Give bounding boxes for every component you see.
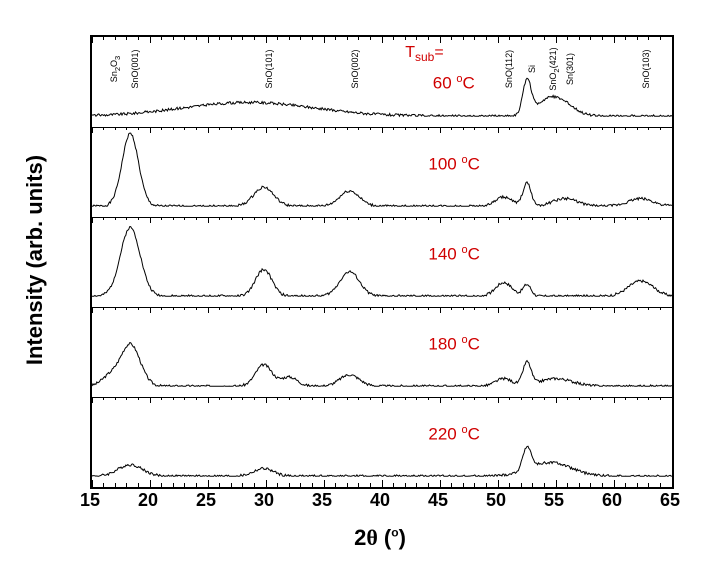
xtick-label: 60 [602, 490, 622, 511]
xtick-label: 15 [80, 490, 100, 511]
xlabel-theta: θ [366, 525, 377, 550]
xrd-curve [92, 217, 672, 307]
xtick-label: 50 [486, 490, 506, 511]
xrd-panel: 100 oC [92, 127, 672, 218]
temperature-label: 100 oC [428, 154, 480, 175]
peak-label: Sn2O3 [109, 56, 122, 82]
peak-label: SnO2(421) [548, 47, 561, 90]
xrd-curve [92, 397, 672, 487]
xlabel-2theta: 2 [354, 525, 366, 550]
temperature-label: 140 oC [428, 244, 480, 265]
xtick-label: 65 [660, 490, 680, 511]
peak-label: SnO(001) [130, 49, 140, 88]
plot-area: 60 oC Tsub= 100 oC 140 oC 180 oC 220 oC Sn2O3 S… [90, 35, 674, 489]
y-axis-label: Intensity (arb. units) [22, 155, 48, 365]
xtick-label: 30 [254, 490, 274, 511]
temperature-label: 180 oC [428, 334, 480, 355]
xtick-label: 40 [370, 490, 390, 511]
xrd-panel: 220 oC [92, 397, 672, 488]
xtick-label: 20 [138, 490, 158, 511]
xtick-label: 25 [196, 490, 216, 511]
xrd-curve [92, 307, 672, 397]
peak-label: SnO(103) [641, 49, 651, 88]
xrd-curve [92, 37, 672, 127]
tsub-label: Tsub= [405, 44, 443, 64]
peak-label: SnO(002) [350, 49, 360, 88]
xrd-panel: 60 oC Tsub= [92, 37, 672, 128]
peak-label: SnO(101) [264, 49, 274, 88]
xrd-panel: 140 oC [92, 217, 672, 308]
xrd-curve [92, 127, 672, 217]
xtick-label: 35 [312, 490, 332, 511]
peak-label: Sn(301) [565, 53, 575, 85]
peak-label: Si [527, 65, 537, 73]
xtick-label: 55 [544, 490, 564, 511]
xtick-label: 45 [428, 490, 448, 511]
temperature-label: 60 oC [433, 73, 475, 94]
figure-container: Intensity (arb. units) 2θ (o) 60 oC Tsub=… [0, 0, 720, 561]
xlabel-unit: (o) [384, 525, 406, 550]
xrd-panel: 180 oC [92, 307, 672, 398]
x-axis-label: 2θ (o) [354, 525, 406, 551]
peak-label: SnO(112) [504, 50, 514, 88]
temperature-label: 220 oC [428, 424, 480, 445]
